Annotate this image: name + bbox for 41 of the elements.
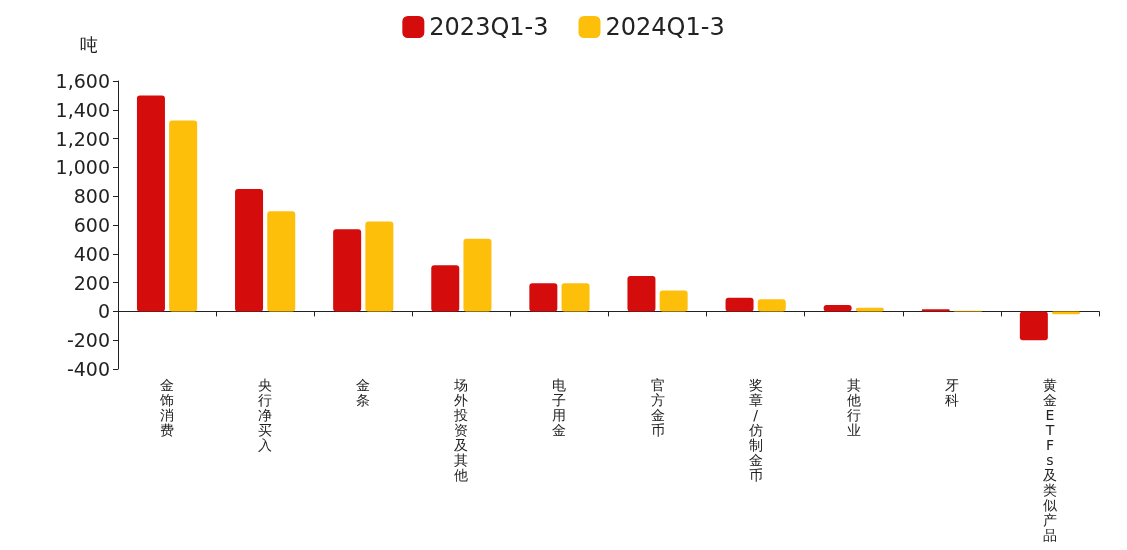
x-tick-label: 电子用金	[552, 376, 567, 438]
y-tick-label: 800	[73, 185, 110, 208]
x-tick-label: 央行净买入	[258, 376, 273, 453]
bar	[725, 297, 754, 312]
x-tick-label: 其他行业	[846, 376, 861, 438]
bar	[235, 189, 264, 312]
bar	[757, 299, 786, 312]
y-tick-label: 1,600	[55, 70, 110, 92]
x-tick-label: 奖章/仿制金币	[747, 376, 763, 483]
bar	[365, 221, 394, 312]
y-tick-label: 400	[73, 242, 110, 265]
bar	[431, 265, 460, 312]
y-tick-label: 1,400	[55, 98, 110, 121]
y-tick-label: 200	[73, 271, 110, 294]
y-tick-label: 0	[97, 300, 110, 323]
category-label: 黄金ETFs及类似产品	[1042, 376, 1057, 543]
bar	[659, 290, 688, 312]
bar	[169, 120, 198, 312]
legend-label: 2023Q1-3	[429, 13, 549, 41]
x-tick-label: 官方金币	[650, 376, 665, 438]
y-tick-label: 600	[73, 214, 110, 236]
y-tick-label: -200	[66, 329, 110, 352]
bar	[463, 238, 492, 312]
bar	[627, 276, 656, 312]
bar	[529, 283, 558, 312]
x-tick-label: 金饰消费	[159, 376, 175, 438]
x-tick-label: 牙科	[944, 376, 959, 408]
bar	[136, 95, 165, 312]
bar	[561, 283, 590, 312]
y-tick-label: -400	[66, 358, 110, 380]
bar	[921, 309, 950, 312]
bar	[1019, 311, 1048, 341]
bar	[333, 229, 362, 312]
y-axis-title: 吨	[80, 33, 98, 55]
y-tick-label: 1,200	[55, 127, 110, 150]
legend-label: 2024Q1-3	[605, 13, 725, 41]
x-tick-label: 场外投资及其他	[453, 376, 469, 483]
bar	[267, 211, 296, 312]
bar	[823, 304, 852, 312]
y-tick-label: 1,000	[55, 156, 110, 179]
x-tick-label: 金条	[356, 376, 371, 408]
